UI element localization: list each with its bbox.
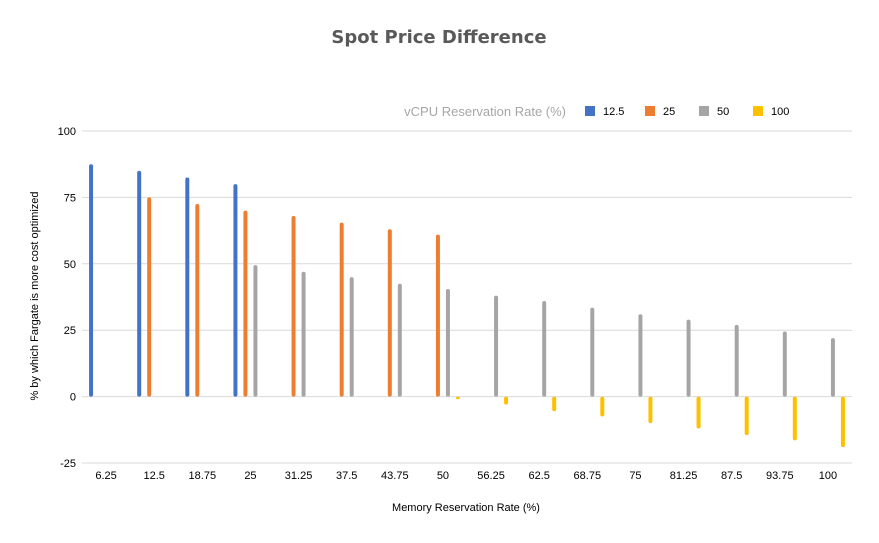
- y-tick-label: 100: [58, 126, 76, 138]
- y-axis-label: % by which Fargate is more cost optimize…: [29, 191, 41, 400]
- legend-entry: 50: [717, 106, 729, 118]
- bar-series-100-68.75: [600, 396, 605, 417]
- y-axis-ticks: 100 75 50 25 0 -25: [58, 126, 76, 470]
- bar-series-50-56.25: [494, 295, 499, 397]
- x-axis-ticks: 6.25 12.5 18.75 25 31.25 37.5 43.75 50 56.25 62.5…: [95, 470, 837, 482]
- legend-title: vCPU Reservation Rate (%): [404, 104, 566, 119]
- bar-series-50-100: [830, 338, 835, 397]
- bar-series-25-50: [435, 234, 440, 397]
- bar-series-50-43.75: [397, 283, 402, 397]
- bar-series-25-25: [243, 210, 248, 397]
- x-tick-label: 25: [244, 470, 256, 482]
- x-tick-label: 87.5: [721, 470, 742, 482]
- bar-series-25-18.75: [195, 204, 200, 397]
- bar-series-100-87.5: [744, 396, 749, 436]
- x-tick-label: 75: [629, 470, 641, 482]
- bar-series-50-37.5: [349, 277, 354, 397]
- bar-series-100-56.25: [504, 396, 509, 405]
- x-axis-label: Memory Reservation Rate (%): [392, 502, 540, 514]
- bar-series-50-81.25: [686, 319, 691, 397]
- bar-series-50-25: [253, 265, 258, 397]
- x-tick-label: 68.75: [574, 470, 602, 482]
- bar-series-50-50: [445, 289, 450, 397]
- x-tick-label: 18.75: [189, 470, 217, 482]
- legend-entry: 100: [771, 106, 789, 118]
- bar-series-25-37.5: [339, 222, 344, 397]
- x-tick-label: 12.5: [143, 470, 164, 482]
- bar-series-100-100: [840, 396, 845, 448]
- bars: [89, 164, 845, 448]
- bar-series-50-62.5: [542, 300, 547, 397]
- legend-entry: 25: [663, 106, 675, 118]
- y-tick-label: -25: [60, 458, 76, 470]
- bar-series-50-31.25: [301, 271, 306, 397]
- x-tick-label: 43.75: [381, 470, 409, 482]
- bar-series-50-68.75: [590, 307, 595, 397]
- bar-series-50-87.5: [734, 324, 739, 397]
- bar-series-100-50: [455, 396, 460, 400]
- bar-series-100-93.75: [792, 396, 797, 441]
- bar-series-50-75: [638, 314, 643, 397]
- chart-title: Spot Price Difference: [331, 27, 546, 48]
- x-tick-label: 93.75: [766, 470, 794, 482]
- x-tick-label: 62.5: [528, 470, 549, 482]
- y-tick-label: 0: [70, 392, 76, 404]
- y-tick-label: 75: [64, 192, 76, 204]
- x-tick-label: 100: [819, 470, 837, 482]
- bar-series-25-31.25: [291, 215, 296, 397]
- y-tick-label: 50: [64, 259, 76, 271]
- x-tick-label: 37.5: [336, 470, 357, 482]
- bar-series-12.5-12.5: [137, 170, 142, 397]
- x-tick-label: 6.25: [95, 470, 116, 482]
- gridlines: [82, 130, 852, 464]
- bar-series-12.5-18.75: [185, 177, 190, 397]
- bar-series-12.5-25: [233, 184, 238, 397]
- bar-series-25-12.5: [147, 197, 152, 397]
- y-tick-label: 25: [64, 325, 76, 337]
- legend-swatch: [699, 106, 709, 116]
- bar-series-100-75: [648, 396, 653, 424]
- bar-series-50-93.75: [782, 331, 787, 397]
- x-tick-label: 50: [437, 470, 449, 482]
- bar-series-25-43.75: [387, 229, 392, 397]
- bar-series-100-81.25: [696, 396, 701, 429]
- x-tick-label: 81.25: [670, 470, 698, 482]
- legend-entry: 12.5: [603, 106, 624, 118]
- legend-swatch: [645, 106, 655, 116]
- x-tick-label: 56.25: [477, 470, 505, 482]
- x-tick-label: 31.25: [285, 470, 313, 482]
- bar-series-12.5-6.25: [89, 164, 94, 397]
- legend: vCPU Reservation Rate (%) 12.5 25 50 100: [404, 104, 789, 119]
- legend-swatch: [585, 106, 595, 116]
- legend-swatch: [753, 106, 763, 116]
- bar-series-100-62.5: [552, 396, 557, 412]
